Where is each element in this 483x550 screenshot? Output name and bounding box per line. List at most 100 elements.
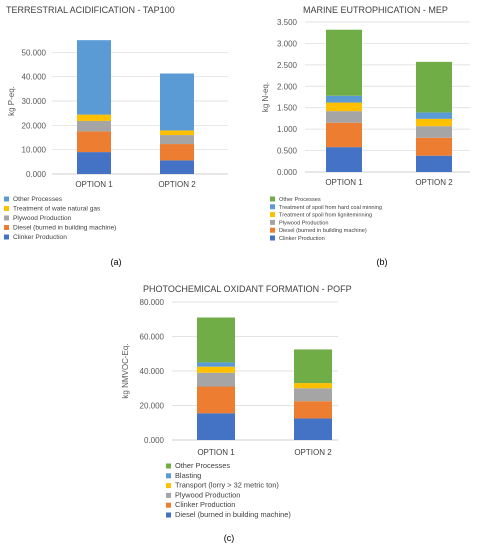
y-tick-label: 10.000 [22, 146, 47, 155]
x-tick-label: OPTION 2 [158, 180, 196, 189]
y-axis-label: kg N-eq. [261, 82, 270, 112]
y-tick-label: 1.000 [277, 125, 298, 134]
legend-label: Other Processes [13, 196, 63, 203]
bar-segment [160, 135, 194, 145]
bar-segment [197, 362, 235, 367]
bar-segment [326, 122, 362, 148]
legend-swatch [270, 212, 275, 218]
x-tick-label: OPTION 1 [325, 178, 363, 187]
y-tick-label: 1.500 [277, 104, 298, 113]
legend-label: Treatment of spoil from ligniteminning [279, 213, 372, 219]
y-tick-label: 30.000 [22, 97, 47, 106]
legend-swatch [166, 473, 171, 479]
bar-segment [160, 144, 194, 161]
bar-segment [160, 130, 194, 136]
y-tick-label: 2.500 [277, 61, 298, 70]
y-tick-label: 20.000 [140, 402, 165, 411]
bar-segment [77, 40, 111, 115]
legend-label: Other Processes [175, 461, 230, 470]
bar-segment [326, 102, 362, 112]
bar-segment [326, 147, 362, 172]
chart-c: PHOTOCHEMICAL OXIDANT FORMATION - POFP 0.… [121, 284, 352, 543]
legend-swatch [4, 206, 9, 211]
x-tick-label: OPTION 2 [415, 178, 453, 187]
bar-segment [294, 388, 332, 402]
y-tick-label: 40.000 [22, 73, 47, 82]
bar-segment [416, 118, 452, 127]
legend-label: Treatment of wate natural gas [13, 206, 101, 213]
legend-swatch [166, 483, 171, 489]
y-tick-label: 40.000 [140, 367, 165, 376]
y-tick-label: 0.000 [26, 170, 47, 179]
bar-segment [160, 160, 194, 174]
y-tick-label: 80.000 [140, 298, 165, 307]
legend-label: Diesel (burned in building machine) [13, 225, 116, 232]
bar-segment [77, 152, 111, 174]
bar-segment [77, 131, 111, 153]
chart-title: PHOTOCHEMICAL OXIDANT FORMATION - POFP [143, 284, 352, 294]
legend-swatch [4, 225, 9, 230]
y-tick-label: 60.000 [140, 333, 165, 342]
bar-segment [197, 366, 235, 373]
bar-segment [77, 114, 111, 121]
panel-label: (b) [377, 257, 388, 267]
panel-label: (a) [111, 257, 122, 267]
legend-swatch [270, 219, 275, 225]
bar-segment [294, 349, 332, 384]
bar-segment [416, 61, 452, 113]
legend-swatch [4, 234, 9, 240]
legend-label: Clinker Production [13, 234, 67, 241]
legend-swatch [270, 204, 275, 210]
x-tick-label: OPTION 1 [75, 180, 113, 189]
legend-swatch [166, 502, 171, 508]
y-tick-label: 3.000 [277, 39, 298, 48]
legend-label: Treatment of spoil from hard coal minnin… [279, 205, 382, 211]
legend-label: Plywood Production [13, 215, 72, 222]
bar-segment [197, 413, 235, 440]
x-tick-label: OPTION 2 [294, 448, 332, 457]
y-tick-label: 0.000 [144, 436, 165, 445]
bar-segment [416, 126, 452, 138]
chart-a: TERRESTRIAL ACIDIFICATION - TAP100 0.000 1… [4, 5, 228, 267]
legend-label: Plywood Production [175, 490, 240, 499]
legend-label: Diesel (burned in building machine) [175, 510, 291, 519]
y-tick-label: 0.000 [277, 168, 298, 177]
legend-label: Diesel (burned in building machine) [279, 228, 367, 234]
bar-segment [326, 111, 362, 123]
y-tick-label: 20.000 [22, 121, 47, 130]
legend-swatch [270, 235, 275, 241]
legend-swatch [4, 215, 9, 221]
bar-segment [294, 383, 332, 389]
bar-segment [197, 372, 235, 387]
legend-swatch [166, 463, 171, 469]
legend-label: Blasting [175, 471, 201, 480]
chart-title: TERRESTRIAL ACIDIFICATION - TAP100 [6, 5, 175, 15]
bar-segment [416, 112, 452, 119]
y-axis-label: kg P-eq. [7, 86, 16, 116]
y-tick-label: 50.000 [22, 48, 47, 57]
chart-b: MARINE EUTROPHICATION - MEP 0.000 0.500 1.0… [261, 5, 470, 267]
chart-title: MARINE EUTROPHICATION - MEP [303, 5, 448, 15]
legend-swatch [166, 492, 171, 498]
y-axis-label: kg NMVOC-Eq. [121, 343, 130, 398]
bar-segment [160, 73, 194, 131]
legend-label: Clinker Production [175, 500, 235, 509]
legend-swatch [166, 512, 171, 518]
legend-swatch [4, 196, 9, 202]
legend-label: Plywood Production [279, 220, 328, 226]
legend-label: Transport (lorry > 32 metric ton) [175, 481, 279, 490]
y-tick-label: 0.500 [277, 147, 298, 156]
y-tick-label: 3.500 [277, 18, 298, 27]
bar-segment [294, 401, 332, 419]
legend-swatch [270, 227, 275, 233]
bar-segment [326, 95, 362, 103]
bar-segment [77, 120, 111, 132]
legend-swatch [270, 196, 275, 202]
bar-segment [416, 155, 452, 172]
legend-label: Other Processes [279, 197, 321, 203]
bar-segment [197, 386, 235, 414]
bar-segment [197, 317, 235, 363]
legend-label: Clinker Production [279, 236, 325, 242]
bar-segment [294, 418, 332, 440]
